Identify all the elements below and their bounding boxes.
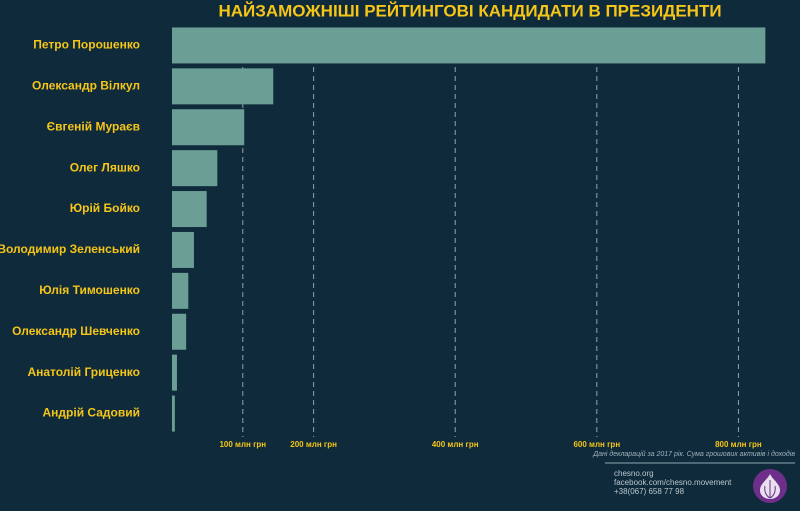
x-tick-label: 400 млн грн — [432, 440, 479, 449]
logo — [753, 469, 787, 503]
bar — [172, 395, 175, 432]
x-tick-label: 200 млн грн — [290, 440, 337, 449]
y-tick-label: Володимир Зеленський — [0, 242, 140, 256]
y-tick-label: Олександр Вілкул — [32, 79, 140, 93]
x-tick-label: 600 млн грн — [573, 440, 620, 449]
y-tick-label: Петро Порошенко — [33, 38, 140, 52]
x-tick-label: 100 млн грн — [219, 440, 266, 449]
bar — [172, 231, 194, 268]
bar — [172, 109, 245, 146]
y-tick-label: Анатолій Гриценко — [27, 365, 140, 379]
bar — [172, 27, 766, 64]
y-tick-label: Олександр Шевченко — [12, 324, 140, 338]
bar — [172, 191, 207, 228]
chart-title: НАЙЗАМОЖНІШІ РЕЙТИНГОВІ КАНДИДАТИ В ПРЕЗ… — [218, 1, 721, 20]
x-tick-label: 800 млн грн — [715, 440, 762, 449]
y-tick-label: Андрій Садовий — [43, 406, 140, 420]
y-tick-label: Олег Ляшко — [70, 160, 140, 174]
y-tick-label: Юрій Бойко — [70, 201, 140, 215]
y-tick-label: Євгеній Мураєв — [47, 119, 140, 133]
bar — [172, 354, 177, 391]
bar — [172, 68, 274, 105]
bar — [172, 313, 187, 350]
bar — [172, 150, 218, 187]
y-tick-label: Юлія Тимошенко — [39, 283, 140, 297]
footer-text: chesno.org — [614, 469, 654, 478]
footer-text: +38(067) 658 77 98 — [614, 487, 685, 496]
note: Дані декларацій за 2017 рік. Сума грошов… — [592, 450, 795, 458]
bar — [172, 272, 189, 309]
footer-text: facebook.com/chesno.movement — [614, 478, 732, 487]
